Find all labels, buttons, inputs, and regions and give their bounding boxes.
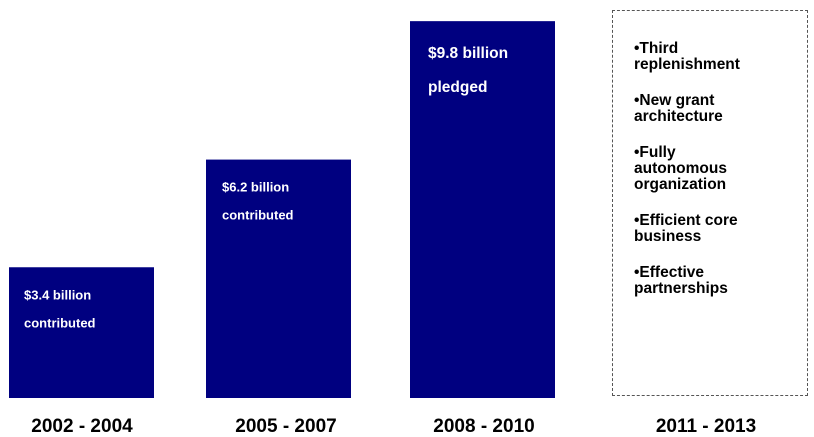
bar-1-label-line-2: contributed [24, 315, 96, 330]
bar-3 [410, 21, 555, 399]
future-period-box [612, 10, 808, 396]
bar-labels-layer: $3.4 billion contributed $6.2 billion contr… [24, 45, 508, 330]
bar-3-label-line-1: $9.8 billion [428, 45, 508, 62]
x-tick-label-2: 2005 - 2007 [235, 416, 336, 437]
bar-3-label-line-2: pledged [428, 79, 487, 96]
future-item-efficient-core-business: •Efficient core business [634, 212, 738, 245]
future-item-autonomous-organization: •Fully autonomous organization [634, 144, 727, 193]
x-tick-label-1: 2002 - 2004 [31, 416, 133, 437]
bar-1-label-line-1: $3.4 billion [24, 287, 91, 302]
bar-1 [9, 267, 154, 398]
bar-2-label-line-2: contributed [222, 208, 294, 223]
future-item-third-replenishment: •Third replenishment [634, 40, 740, 73]
future-item-effective-partnerships: •Effective partnerships [634, 264, 728, 297]
bar-2-label-line-1: $6.2 billion [222, 180, 289, 195]
x-tick-label-3: 2008 - 2010 [433, 416, 534, 437]
future-item-new-grant-architecture: •New grant architecture [634, 92, 723, 125]
x-tick-label-4: 2011 - 2013 [656, 416, 756, 437]
x-axis-labels: 2002 - 2004 2005 - 2007 2008 - 2010 2011 - … [31, 416, 756, 437]
future-period-list: •Third replenishment •New grant architec… [634, 41, 809, 317]
bars-layer [9, 21, 555, 399]
bar-2 [206, 159, 351, 398]
